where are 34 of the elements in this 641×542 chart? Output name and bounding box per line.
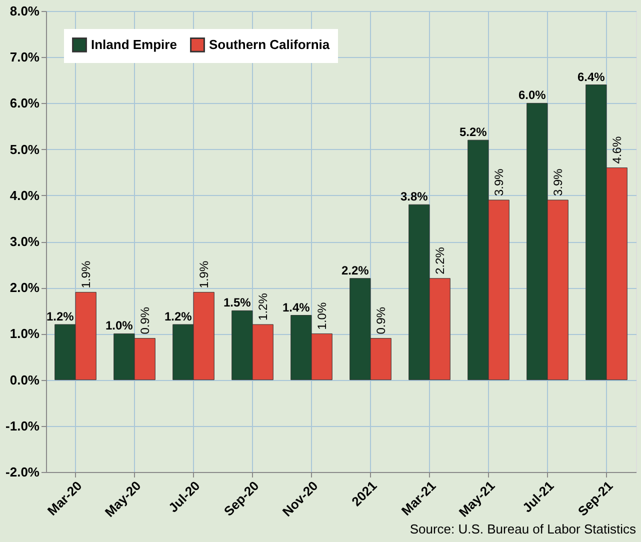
data-label: 1.5% — [223, 296, 252, 310]
y-tick-label: -2.0% — [6, 464, 40, 480]
data-label: 3.8% — [400, 190, 428, 204]
y-tick-label: 6.0% — [10, 96, 40, 111]
y-tick-label: 0.0% — [10, 372, 40, 388]
data-label: 0.9% — [138, 306, 152, 334]
data-label: 4.6% — [610, 136, 624, 164]
data-label: 2.2% — [341, 263, 370, 278]
y-tick-label: 1.0% — [10, 326, 40, 342]
data-label: 5.2% — [459, 125, 488, 140]
data-label: 0.9% — [374, 306, 388, 334]
y-tick-label: 5.0% — [10, 142, 40, 157]
y-tick-label: 4.0% — [10, 188, 40, 203]
data-label: 6.0% — [518, 88, 546, 102]
data-label: 1.2% — [46, 309, 74, 324]
y-tick-label: 3.0% — [10, 234, 40, 249]
data-label: 3.9% — [492, 168, 506, 196]
data-label: 1.4% — [282, 300, 310, 314]
data-label: 3.9% — [550, 168, 565, 196]
data-label: 2.2% — [432, 246, 447, 274]
legend-label: Inland Empire — [91, 36, 177, 52]
source-note: Source: U.S. Bureau of Labor Statistics — [410, 521, 636, 536]
data-label: 1.0% — [105, 318, 134, 333]
y-tick-label: 8.0% — [10, 4, 40, 18]
legend-label: Southern California — [209, 36, 330, 52]
data-label: 1.2% — [256, 292, 270, 320]
y-tick-label: 2.0% — [10, 280, 40, 296]
data-label: 1.9% — [196, 260, 211, 288]
data-label: 6.4% — [577, 70, 606, 84]
y-tick-label: 7.0% — [10, 50, 40, 65]
y-tick-label: -1.0% — [6, 418, 40, 434]
data-label: 1.9% — [78, 260, 93, 288]
data-label: 1.2% — [164, 309, 192, 324]
data-label: 1.0% — [314, 302, 329, 330]
